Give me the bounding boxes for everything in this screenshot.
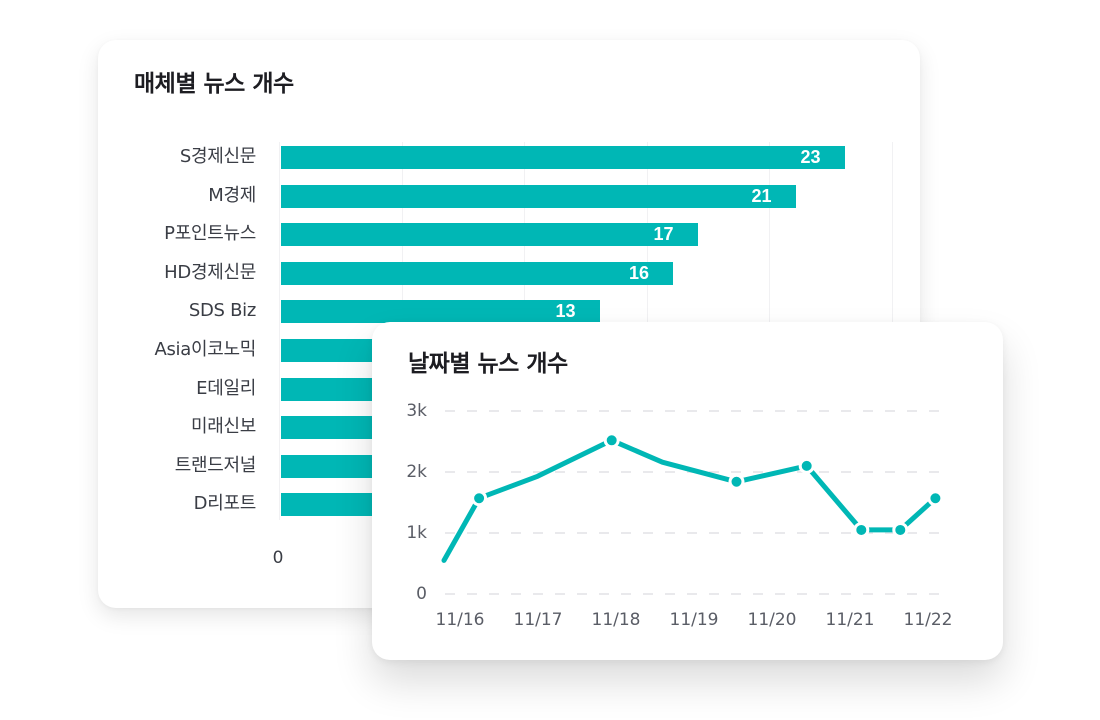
y-axis-ticks: 0 1k 2k 3k (372, 322, 427, 660)
data-point-marker[interactable] (603, 432, 620, 449)
bar-value-label: 13 (555, 301, 576, 322)
y-axis-tick-label: 0 (416, 584, 427, 604)
bar[interactable]: 13 (281, 300, 600, 324)
bar-category-label: S경제신문 (179, 146, 256, 167)
bar-category-label: 트랜드저널 (174, 454, 257, 476)
data-point-marker[interactable] (927, 490, 944, 507)
y-axis-tick-label: 1k (406, 523, 427, 543)
data-point-marker[interactable] (892, 521, 909, 538)
bar[interactable]: 17 (281, 223, 698, 247)
x-axis-tick-label: 11/22 (903, 610, 953, 630)
bar-value-label: 17 (653, 224, 674, 245)
bar-category-label: E데일리 (196, 377, 256, 399)
x-axis-tick-label: 11/16 (435, 610, 485, 630)
x-axis-tick-label: 11/19 (669, 610, 719, 630)
data-point-marker[interactable] (471, 490, 488, 507)
x-axis-tick-label: 11/17 (513, 610, 563, 630)
date-chart-title: 날짜별 뉴스 개수 (408, 351, 568, 377)
x-axis-tick-label: 11/20 (747, 610, 797, 630)
bar-category-label: M경제 (208, 184, 256, 206)
bar-category-label: D리포트 (193, 493, 257, 515)
bar-category-label: 미래신보 (190, 416, 256, 438)
bar-category-label: Asia이코노믹 (154, 339, 256, 360)
bar-category-label: HD경제신문 (164, 261, 256, 283)
data-point-marker[interactable] (853, 521, 870, 538)
line-series (441, 437, 938, 563)
data-point-marker[interactable] (798, 457, 815, 474)
bar-category-label: SDS Biz (188, 300, 256, 322)
bar[interactable]: 21 (281, 184, 796, 208)
date-news-count-card: 날짜별 뉴스 개수 0 1k 2k 3k 11/16 11/17 11/18 11/19 11… (372, 322, 1003, 660)
x-axis-tick-label: 11/18 (591, 610, 641, 630)
data-point-marker[interactable] (728, 473, 745, 490)
bar-value-label: 23 (800, 147, 821, 167)
bar[interactable]: 23 (281, 146, 845, 169)
line-chart-plot (441, 410, 949, 595)
y-axis-tick-label: 2k (406, 462, 427, 482)
bar[interactable]: 16 (281, 261, 673, 285)
bar-value-label: 21 (751, 185, 772, 206)
media-chart-title: 매체별 뉴스 개수 (134, 71, 294, 97)
gridline-vertical (279, 142, 280, 520)
bar-category-label: P포인트뉴스 (164, 223, 256, 245)
bar-value-label: 16 (628, 262, 649, 283)
y-axis-tick-label: 3k (406, 401, 427, 421)
x-axis-tick-label: 11/21 (825, 610, 875, 630)
x-axis-tick-zero: 0 (272, 548, 284, 568)
